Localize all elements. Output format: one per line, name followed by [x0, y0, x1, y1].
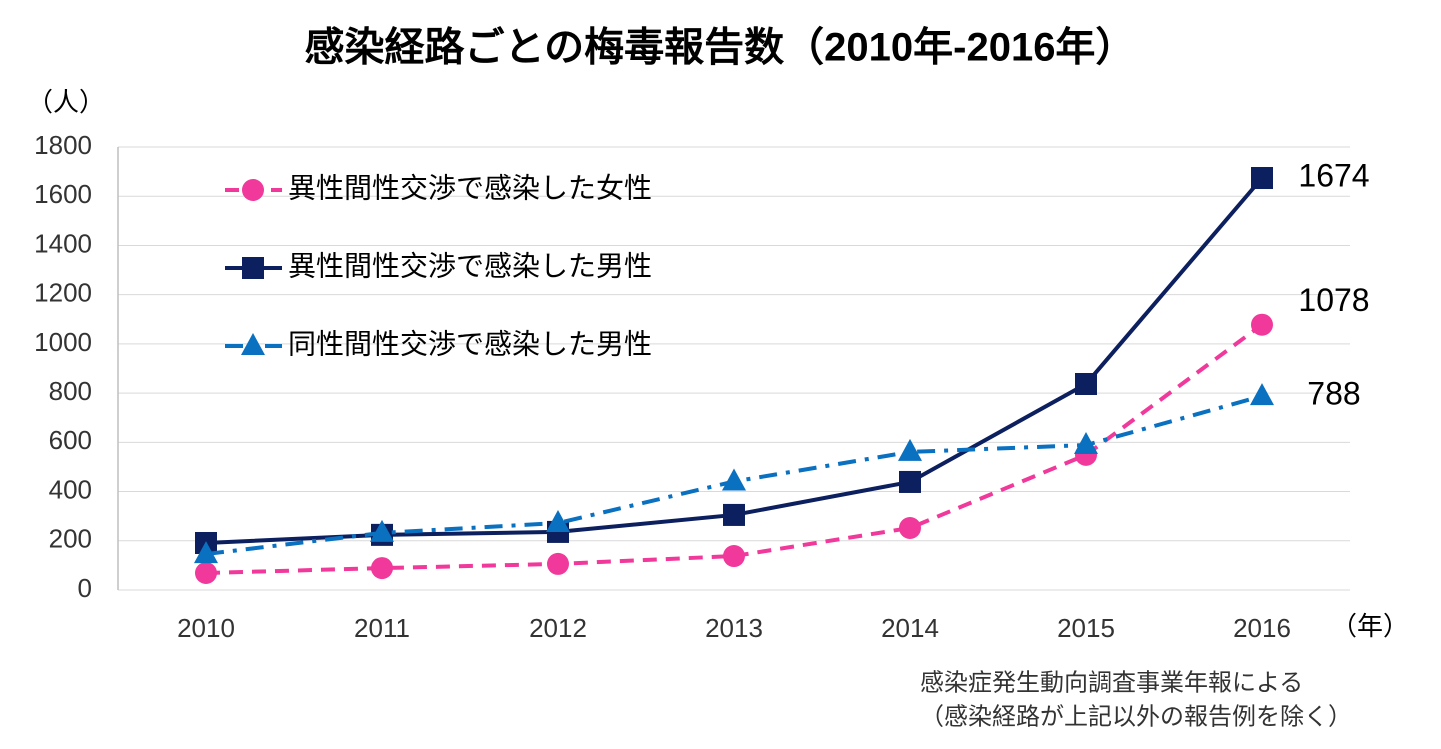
y-tick-label: 400	[49, 474, 92, 504]
source-note: 感染症発生動向調査事業年報による	[920, 669, 1303, 696]
data-point	[1250, 383, 1274, 406]
legend-marker	[242, 257, 264, 279]
data-point	[722, 468, 746, 491]
data-point	[723, 503, 745, 526]
x-tick-label: 2015	[1057, 613, 1115, 643]
data-label: 1674	[1298, 157, 1369, 193]
x-tick-label: 2014	[881, 613, 939, 643]
y-tick-label: 600	[49, 425, 92, 455]
legend-label: 同性間性交渉で感染した男性	[288, 328, 652, 359]
chart-title: 感染経路ごとの梅毒報告数（2010年-2016年）	[305, 26, 1136, 70]
y-tick-label: 0	[78, 573, 92, 603]
data-point	[546, 510, 570, 533]
data-label: 788	[1307, 376, 1360, 412]
y-tick-label: 1600	[34, 179, 92, 209]
y-tick-label: 1000	[34, 327, 92, 357]
y-tick-label: 1400	[34, 228, 92, 258]
data-point	[1074, 432, 1098, 455]
y-tick-label: 1800	[34, 130, 92, 160]
legend-label: 異性間性交渉で感染した男性	[288, 250, 652, 281]
y-tick-label: 1200	[34, 278, 92, 308]
x-tick-label: 2010	[177, 613, 235, 643]
x-unit: （年）	[1331, 611, 1409, 641]
data-point	[370, 519, 394, 542]
data-point	[1251, 313, 1273, 336]
x-tick-label: 2016	[1233, 613, 1291, 643]
data-point	[899, 470, 921, 493]
data-point	[194, 541, 218, 564]
x-tick-label: 2013	[705, 613, 763, 643]
legend-label: 異性間性交渉で感染した女性	[288, 172, 652, 203]
data-point	[898, 438, 922, 461]
legend-marker	[242, 179, 264, 201]
data-point	[1251, 167, 1273, 190]
y-tick-label: 800	[49, 376, 92, 406]
data-point	[547, 552, 569, 575]
data-point	[723, 545, 745, 568]
data-point	[1075, 373, 1097, 396]
y-tick-label: 200	[49, 524, 92, 554]
x-tick-label: 2011	[354, 613, 410, 643]
data-point	[371, 557, 393, 580]
data-point	[195, 562, 217, 585]
source-note: （感染経路が上記以外の報告例を除く）	[920, 703, 1352, 730]
data-point	[899, 516, 921, 539]
legend-marker	[241, 333, 265, 355]
data-label: 1078	[1298, 282, 1369, 318]
y-unit: （人）	[27, 87, 105, 117]
x-tick-label: 2012	[529, 613, 587, 643]
